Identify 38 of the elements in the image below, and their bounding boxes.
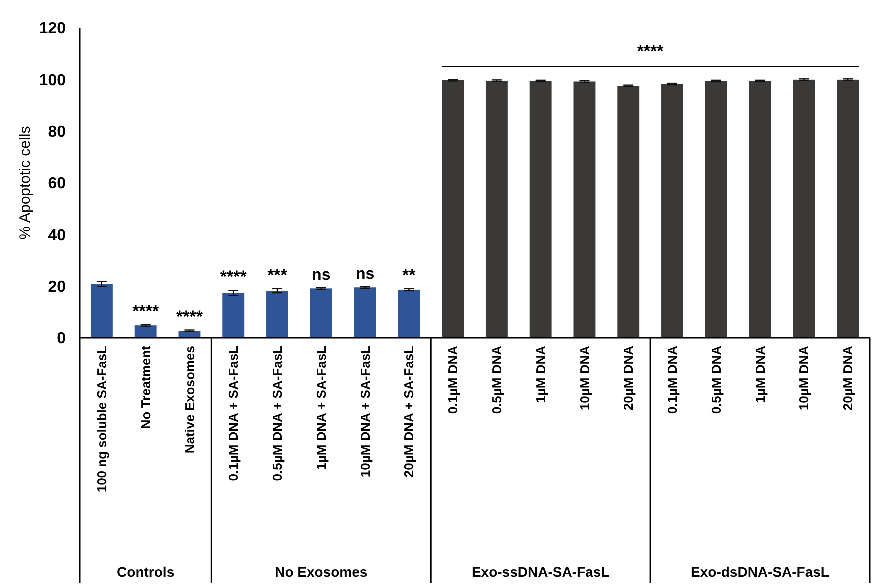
y-tick-label: 60 (48, 176, 66, 193)
y-tick-label: 100 (39, 72, 66, 90)
x-tick-label: Native Exosomes (182, 346, 198, 454)
text: Exo-ssDNA-SA-FasL (472, 564, 610, 580)
annotation: ns (312, 266, 331, 284)
x-tick-label: No Treatment (138, 345, 154, 430)
x-tick-label: 0.5µM DNA (489, 345, 504, 414)
x-tick-label: 0.1µM DNA (665, 345, 680, 414)
x-tick-label: 10µM DNA + SA-FasL (358, 346, 373, 478)
text: Exo-dsDNA-SA-FasL (691, 564, 830, 580)
annotation: **** (132, 302, 160, 321)
y-tick-label: 0 (57, 330, 66, 348)
x-tick-label: 10µM DNA (577, 345, 592, 411)
y-tick-label: 80 (48, 124, 66, 141)
x-tick-label: 20µM DNA (840, 345, 856, 411)
x-tick-label: 20µM DNA (621, 345, 636, 411)
x-tick-label: 0.5µM DNA (708, 345, 724, 414)
x-tick-label: 20µM DNA + SA-FasL (402, 346, 417, 478)
annotation: ns (356, 266, 375, 283)
x-tick-label: 1µM DNA + SA-FasL (314, 346, 329, 470)
x-tick-label: 1µM DNA (752, 345, 768, 404)
x-tick-label: 10µM DNA (796, 345, 812, 411)
y-tick-label: 40 (48, 227, 66, 244)
annotation: *** (268, 266, 288, 285)
x-tick-label: 100 ng soluble SA-FasL (94, 346, 110, 493)
text: Controls (117, 564, 175, 580)
annotation: ** (402, 266, 416, 285)
y-tick-label: 20 (48, 278, 66, 296)
x-tick-label: 0.5µM DNA + SA-FasL (270, 346, 286, 482)
text: No Exosomes (275, 564, 368, 580)
x-tick-label: 1µM DNA (533, 345, 548, 404)
x-tick-label: 0.1µM DNA (446, 345, 461, 414)
annotation: **** (220, 268, 248, 287)
y-tick-label: 120 (39, 20, 66, 38)
annotation: **** (637, 42, 664, 61)
y-axis-title: % Apoptotic cells (17, 126, 34, 240)
annotation: **** (176, 307, 204, 326)
x-tick-label: 0.1µM DNA + SA-FasL (226, 346, 242, 482)
